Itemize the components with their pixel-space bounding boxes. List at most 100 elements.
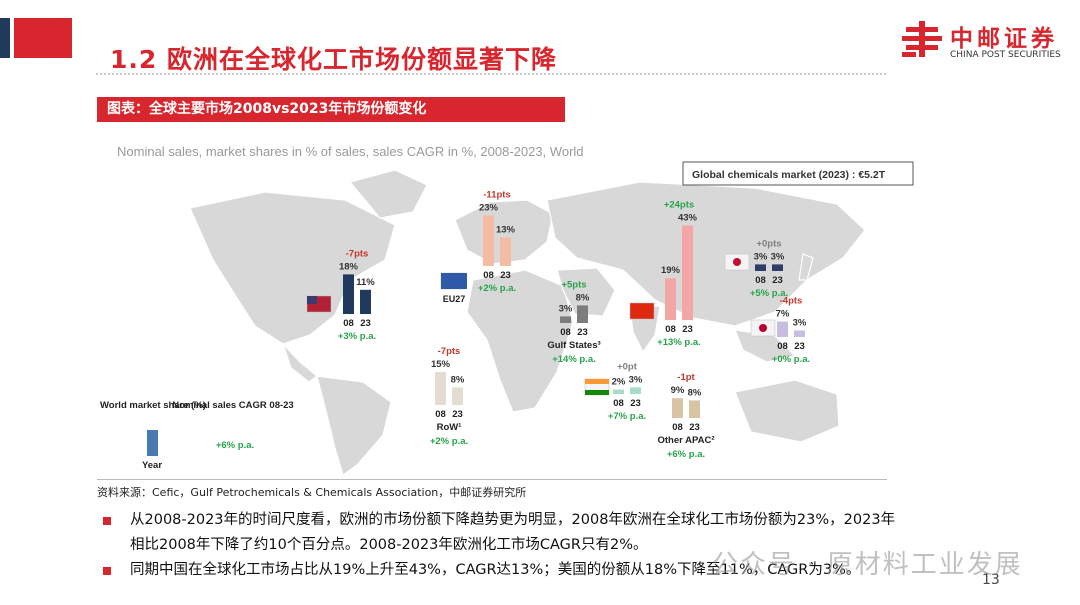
bar-category-label: 08 [777,341,788,352]
bar-india-08 [613,389,624,394]
bar-india-23 [630,387,641,394]
bar-eu27-08 [483,215,494,266]
region-group-usa: 18% 08 11% 23 -7pts +3% p.a. [306,248,376,342]
region-group-japan: 7% 08 3% 23 -4pts +0% p.a. [750,296,810,365]
bar-value-label: 23% [479,202,499,213]
legend-share-label: World market share (%) [100,400,206,411]
world-market-share-chart: Nominal sales, market shares in % of sal… [100,144,914,476]
region-group-india: 2% 08 3% 23 +0pt +7% p.a. [584,361,646,422]
logo-chinese-text: 中邮证券 [950,26,1058,52]
bar-value-label: 19% [661,265,681,276]
bar-value-label: 11% [356,277,375,288]
bar-category-label: 08 [613,398,624,409]
figure-label: 图表：全球主要市场2008vs2023年市场份额变化 [97,97,565,122]
bar-value-label: 3% [793,317,807,328]
bar-apac-23 [689,400,700,418]
share-change-label: -7pts [438,346,461,357]
flag-usa-canton-icon [307,296,317,304]
share-change-label: -1pt [677,372,695,383]
cagr-label: +2% p.a. [430,436,468,447]
cagr-label: +3% p.a. [338,331,376,342]
region-group-apac: 9% 08 8% 23 -1pt Other APAC² +6% p.a. [658,372,715,460]
region-label: Other APAC² [658,435,715,446]
title-divider [96,73,886,75]
bar-category-label: 23 [577,327,588,338]
bar-row-23 [452,387,463,405]
bar-category-label: 23 [360,318,371,329]
logo-english-text: CHINA POST SECURITIES [950,50,1061,60]
cagr-label: +6% p.a. [667,449,705,460]
header-accent-bar-navy [0,18,10,58]
bullet-square-icon [103,517,111,525]
greenland-shape [348,169,428,219]
share-change-label: +24pts [664,199,694,210]
bar-category-label: 08 [483,270,494,281]
bar-value-label: 3% [559,303,573,314]
company-logo: 中邮证券 CHINA POST SECURITIES [902,16,1072,66]
source-note: 资料来源：Cefic，Gulf Petrochemicals & Chemica… [97,486,527,499]
legend-cagr-label: Nominal sales CAGR 08-23 [172,400,293,411]
bar-value-label: 9% [671,385,685,396]
market-size-callout: Global chemicals market (2023) : €5.2T [692,169,886,181]
bullet-text: 同期中国在全球化工市场占比从19%上升至43%，CAGR达13%；美国的份额从1… [130,562,861,578]
chart-title: Nominal sales, market shares in % of sal… [117,144,584,159]
bar-china-23 [682,225,693,320]
bar-gulf-08 [560,316,571,323]
bar-category-label: 23 [630,398,641,409]
legend-bar-swatch [147,430,158,456]
share-change-label: +0pts [756,238,781,249]
legend-year-label: Year [142,460,162,471]
page-title: 1.2 欧洲在全球化工市场份额显著下降 [110,45,557,74]
middle-east-shape [556,267,616,317]
cagr-label: +13% p.a. [657,337,701,348]
header-accent-bar-red [14,18,72,58]
bar-eu27-23 [500,237,511,266]
china-post-logo-icon [902,21,942,57]
market-size-callout-box [682,161,914,186]
chart-legend: World market share (%)Nominal sales CAGR… [100,400,294,471]
bar-value-label: 8% [576,292,590,303]
region-group-row: 15% 08 8% 23 -7pts RoW¹ +2% p.a. [430,346,468,447]
share-change-label: +0pt [617,361,638,372]
cagr-label: +7% p.a. [608,411,646,422]
bar-value-label: 8% [688,387,702,398]
bar-value-label: 3% [754,251,768,262]
region-bar-groups: 18% 08 11% 23 -7pts +3% p.a. EU27 23% 08 13% 23 -11… [306,189,810,460]
bar-value-label: 3% [771,251,785,262]
bar-category-label: 08 [560,327,571,338]
bar-value-label: 18% [339,261,359,272]
cagr-label: +14% p.a. [552,354,596,365]
bar-usa-23 [360,289,371,314]
flag-korea-disc-icon [733,258,741,266]
bar-value-label: 15% [431,359,451,370]
bar-category-label: 23 [772,275,783,286]
region-group-gulf: 3% 08 8% 23 +5pts Gulf States³ +14% p.a. [547,279,600,365]
australia-shape [734,379,840,443]
bullet-item: 同期中国在全球化工市场占比从19%上升至43%，CAGR达13%；美国的份额从1… [97,558,897,583]
bar-category-label: 23 [452,409,463,420]
bar-japan-08 [777,321,788,337]
bar-value-label: 8% [451,374,465,385]
bar-category-label: 08 [672,422,683,433]
flag-japan-disc-icon [759,324,767,332]
region-group-china: 19% 08 43% 23 +24pts +13% p.a. [629,199,701,348]
bar-value-label: 3% [629,374,643,385]
bar-category-label: 23 [794,341,805,352]
region-group-korea: 3% 08 3% 23 +0pts +5% p.a. [724,238,788,299]
north-america-shape [189,191,396,345]
bar-value-label: 13% [496,224,516,235]
bullet-item: 从2008-2023年的时间尺度看，欧洲的市场份额下降趋势更为明显，2008年欧… [97,508,897,558]
share-change-label: -7pts [346,248,369,259]
bar-value-label: 2% [612,377,626,388]
bar-korea-23 [772,264,783,271]
eu-flag-icon [441,273,467,289]
legend-cagr-example: +6% p.a. [216,440,254,451]
africa-shape [466,269,574,413]
bar-category-label: 08 [343,318,354,329]
bar-china-08 [665,278,676,320]
japan-shape [798,253,814,281]
bar-category-label: 08 [665,324,676,335]
flag-china-icon [629,302,655,320]
share-change-label: -4pts [780,296,803,307]
bar-apac-08 [672,398,683,418]
